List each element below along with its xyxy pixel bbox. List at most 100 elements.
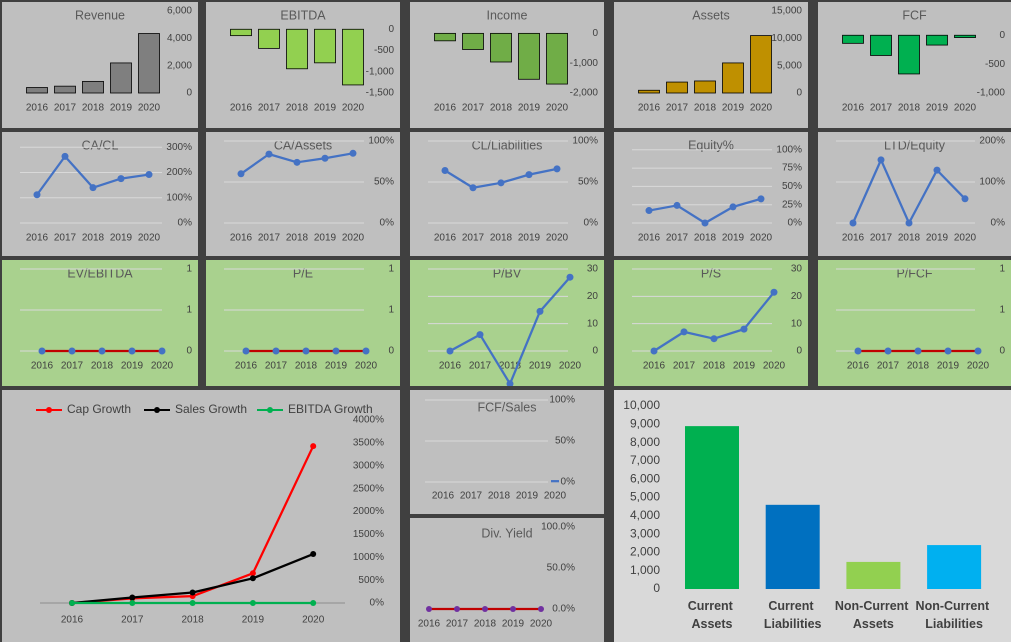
y-tick-label: 200% — [979, 136, 1005, 147]
panel — [2, 2, 198, 128]
bar — [638, 89, 660, 94]
marker — [349, 149, 357, 157]
marker — [129, 594, 136, 601]
x-tick-label: 2018 — [694, 233, 717, 244]
x-tick-label: 2016 — [230, 233, 253, 244]
y-tick-label: 100% — [979, 177, 1005, 188]
y-tick-label: 1500% — [353, 529, 384, 540]
bar — [694, 80, 716, 94]
chart: Assets 0 5,000 10,000 15,000 2016 2017 2018 2019… — [638, 6, 803, 114]
y-tick-label: 1000% — [353, 552, 384, 563]
y-tick-label: 6,000 — [167, 6, 192, 17]
y-tick-label: 4000% — [353, 415, 384, 426]
chart-title: CA/Assets — [274, 138, 332, 152]
y-tick-label: 0% — [178, 218, 193, 229]
x-tick-label: 2018 — [703, 361, 726, 372]
chart-title: LTD/Equity — [884, 138, 946, 152]
y-tick-label: 100% — [368, 136, 394, 147]
bar — [138, 33, 160, 94]
bar — [546, 32, 568, 85]
marker — [249, 600, 256, 606]
marker — [701, 219, 709, 227]
x-tick-label: 2017 — [877, 361, 900, 372]
x-tick-label: 2017 — [265, 361, 288, 372]
chart-title: FCF/Sales — [477, 400, 536, 414]
x-tick-label: 2019 — [722, 233, 745, 244]
y-tick-label: 0% — [380, 218, 395, 229]
marker — [740, 325, 748, 333]
chart: Div. Yield 0.0% 50.0% 100.0% 2016 2017 2018 201… — [418, 522, 575, 630]
x-tick-label: 2019 — [926, 233, 949, 244]
x-tick-label: 2020 — [151, 361, 174, 372]
marker — [650, 347, 658, 355]
chart: CA/CL 0% 100% 200% 300% 2016 2017 2018 2019 2020 — [20, 138, 193, 244]
bar — [722, 62, 744, 94]
marker — [426, 606, 432, 612]
marker — [249, 570, 256, 577]
legend-label: Cap Growth — [67, 402, 131, 416]
y-tick-label: 50.0% — [547, 563, 575, 574]
x-tick-label: 2020 — [954, 233, 977, 244]
x-tick-label: 2019 — [937, 361, 960, 372]
panel — [818, 260, 1011, 386]
chart-title: EV/EBITDA — [67, 266, 133, 280]
x-tick-label: 2020 — [530, 619, 553, 630]
x-tick-label: 2019 — [516, 491, 539, 502]
x-tick-label: 2020 — [342, 233, 365, 244]
x-tick-label: 2017 — [460, 491, 483, 502]
marker — [61, 152, 69, 160]
bar — [342, 28, 364, 86]
bar — [927, 545, 982, 589]
y-tick-label: -500 — [985, 59, 1005, 70]
panel — [2, 390, 400, 642]
y-tick-label: -1,000 — [366, 66, 395, 77]
marker — [189, 600, 196, 606]
bar — [26, 87, 48, 94]
y-tick-label: 100% — [166, 192, 192, 203]
bar — [846, 561, 901, 589]
marker — [525, 171, 533, 179]
y-tick-label: 0 — [186, 88, 192, 99]
y-tick-label: 0 — [653, 581, 660, 595]
y-tick-label: 100% — [776, 144, 802, 155]
marker — [854, 347, 862, 355]
y-tick-label: 300% — [166, 142, 192, 153]
x-tick-label: 2017 — [121, 615, 144, 626]
bar — [518, 32, 540, 80]
marker — [538, 606, 544, 612]
x-tick-label: Current Liabilities — [764, 599, 822, 631]
chart: FCF 0 -500 -1,000 2016 2017 2018 2019 2020 — [842, 8, 1006, 113]
y-tick-label: 50% — [578, 177, 598, 188]
marker — [536, 307, 544, 315]
marker — [497, 179, 505, 187]
x-tick-label: 2018 — [295, 361, 318, 372]
x-tick-label: 2019 — [502, 619, 525, 630]
panel — [614, 260, 808, 386]
y-tick-label: 8,000 — [630, 435, 660, 449]
marker — [310, 443, 317, 450]
y-tick-label: 0 — [186, 346, 192, 357]
marker — [310, 600, 317, 606]
x-tick-label: 2017 — [446, 619, 469, 630]
x-tick-label: 2017 — [54, 233, 77, 244]
marker — [128, 347, 136, 355]
marker — [242, 347, 250, 355]
x-tick-label: 2020 — [559, 361, 582, 372]
y-tick-label: 200% — [166, 167, 192, 178]
y-tick-label: 0 — [592, 346, 598, 357]
x-tick-label: 2020 — [546, 103, 569, 114]
x-tick-label: 2020 — [302, 615, 325, 626]
marker — [129, 600, 136, 606]
x-tick-label: 2019 — [242, 615, 265, 626]
x-tick-label: 2019 — [518, 233, 541, 244]
x-tick-label: Non-Current Liabilities — [916, 599, 993, 631]
x-tick-label: 2017 — [258, 233, 281, 244]
x-tick-label: 2018 — [499, 361, 522, 372]
x-tick-label: 2018 — [474, 619, 497, 630]
marker — [770, 288, 778, 296]
chart-title: Equity% — [688, 138, 734, 152]
x-tick-label: 2017 — [61, 361, 84, 372]
x-tick-label: 2020 — [954, 103, 977, 114]
y-tick-label: 0% — [991, 218, 1006, 229]
x-tick-label: 2018 — [91, 361, 114, 372]
